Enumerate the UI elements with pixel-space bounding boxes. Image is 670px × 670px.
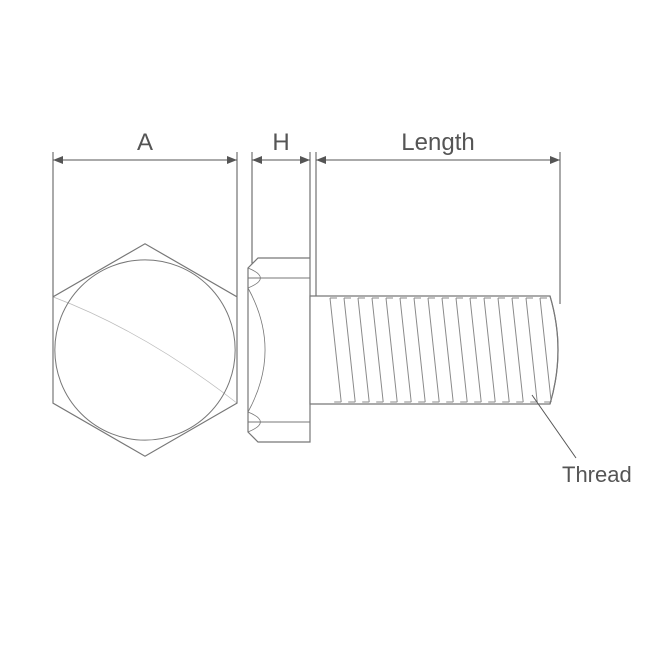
- thread-callout: [532, 395, 576, 458]
- bolt-technical-drawing: A H Length Thread: [0, 0, 670, 670]
- dimension-label-length: Length: [401, 129, 474, 156]
- dimension-label-a: A: [137, 129, 153, 156]
- threaded-shaft: [310, 296, 558, 404]
- hex-head-side-view: [248, 258, 310, 442]
- thread-label: Thread: [562, 462, 632, 487]
- dimension-label-h: H: [272, 129, 289, 156]
- hex-head-front-view: [53, 244, 237, 456]
